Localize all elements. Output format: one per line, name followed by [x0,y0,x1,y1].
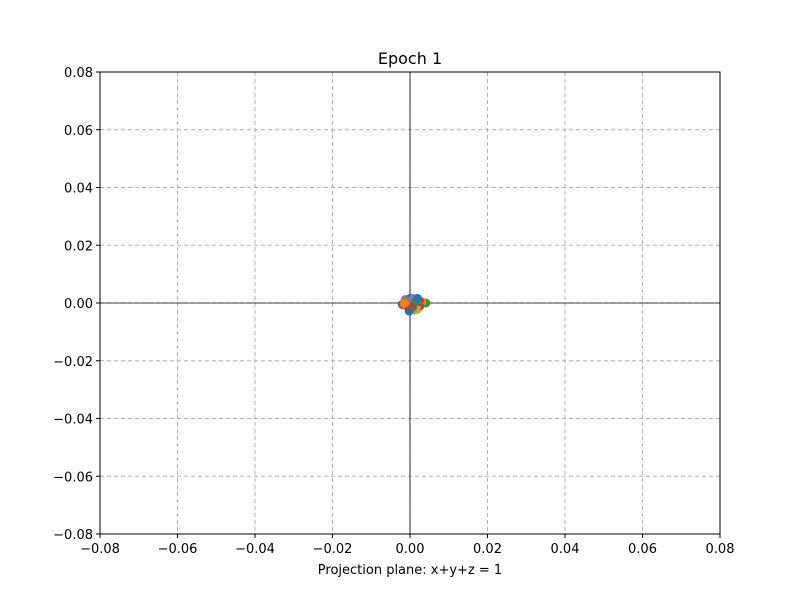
data-point-21 [400,299,410,309]
x-tick-label-8: 0.08 [706,542,735,557]
y-axis-ticks: −0.08 −0.06 −0.04 −0.02 0.00 0.02 0.04 0.06 0.08 [53,66,100,543]
x-tick-label-6: 0.04 [551,542,580,557]
y-tick-label-7: 0.06 [64,124,93,139]
data-point-20 [412,293,422,303]
y-tick-label-3: −0.02 [53,355,93,370]
x-tick-label-5: 0.02 [473,542,502,557]
x-tick-label-3: −0.02 [313,542,353,557]
data-point-19 [407,302,417,312]
x-tick-label-2: −0.04 [235,542,275,557]
data-points [397,293,431,316]
y-tick-label-1: −0.06 [53,470,93,485]
chart-title: Epoch 1 [378,49,442,68]
y-tick-label-5: 0.02 [64,239,93,254]
y-tick-label-8: 0.08 [64,66,93,81]
y-tick-label-6: 0.04 [64,182,93,197]
y-tick-label-4: 0.00 [64,297,93,312]
x-axis-label: Projection plane: x+y+z = 1 [318,563,502,578]
y-tick-label-0: −0.08 [53,528,93,543]
x-tick-label-0: −0.08 [80,542,120,557]
x-tick-label-1: −0.06 [158,542,198,557]
x-tick-label-4: 0.00 [396,542,425,557]
y-tick-label-2: −0.04 [53,413,93,428]
x-axis-ticks: −0.08 −0.06 −0.04 −0.02 0.00 0.02 0.04 0.06 0.08 [80,534,734,557]
x-tick-label-7: 0.06 [628,542,657,557]
